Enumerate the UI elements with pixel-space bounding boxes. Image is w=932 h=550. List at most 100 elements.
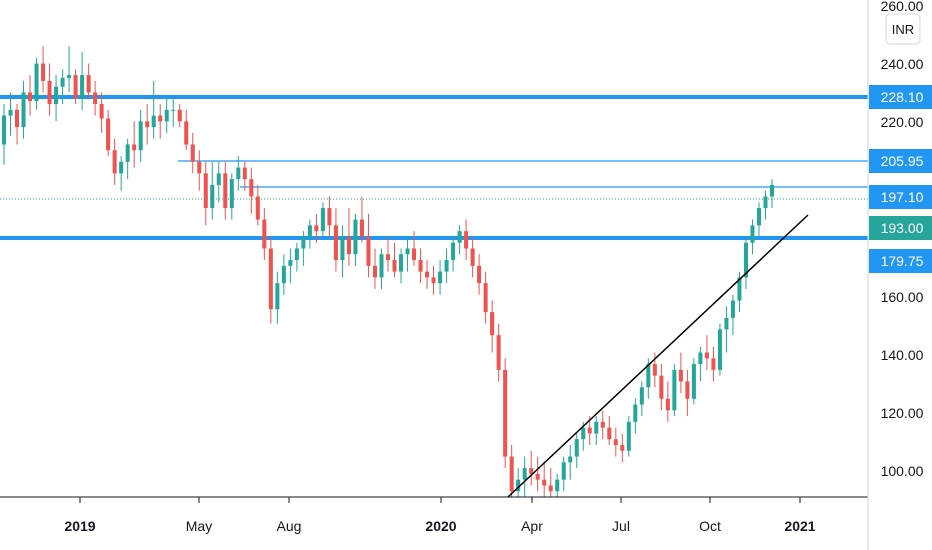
- candle[interactable]: [490, 300, 495, 353]
- candle[interactable]: [535, 456, 540, 492]
- candle[interactable]: [503, 358, 508, 469]
- candle[interactable]: [711, 346, 716, 382]
- candle[interactable]: [93, 80, 98, 116]
- candle[interactable]: [678, 352, 683, 393]
- candle[interactable]: [262, 208, 267, 261]
- candle[interactable]: [542, 462, 547, 497]
- candle[interactable]: [659, 364, 664, 411]
- candle[interactable]: [451, 236, 456, 272]
- candle[interactable]: [184, 109, 189, 151]
- candle[interactable]: [750, 219, 755, 255]
- candle[interactable]: [444, 248, 449, 284]
- candle[interactable]: [730, 294, 735, 336]
- candle[interactable]: [8, 92, 13, 136]
- candle[interactable]: [620, 433, 625, 463]
- candle[interactable]: [516, 468, 521, 497]
- candle[interactable]: [99, 92, 104, 133]
- candle[interactable]: [555, 473, 560, 497]
- candle[interactable]: [425, 260, 430, 289]
- candle[interactable]: [613, 427, 618, 457]
- candle[interactable]: [275, 271, 280, 324]
- candle[interactable]: [138, 109, 143, 162]
- candle[interactable]: [294, 242, 299, 272]
- candle[interactable]: [190, 132, 195, 174]
- candle[interactable]: [665, 381, 670, 422]
- candle[interactable]: [685, 369, 690, 417]
- candle[interactable]: [600, 410, 605, 440]
- candle[interactable]: [464, 219, 469, 261]
- candle[interactable]: [372, 248, 378, 289]
- candle[interactable]: [132, 121, 137, 168]
- candle[interactable]: [1, 104, 7, 165]
- candle[interactable]: [80, 52, 85, 110]
- candle[interactable]: [119, 156, 124, 191]
- candle[interactable]: [21, 80, 26, 139]
- candle[interactable]: [249, 167, 254, 214]
- candle[interactable]: [496, 323, 501, 382]
- candle[interactable]: [704, 335, 709, 370]
- trendline[interactable]: [507, 214, 809, 498]
- candle[interactable]: [340, 225, 345, 278]
- candle[interactable]: [477, 254, 482, 295]
- candle[interactable]: [34, 57, 39, 110]
- candle[interactable]: [398, 248, 404, 284]
- candle[interactable]: [210, 161, 215, 220]
- candle[interactable]: [392, 242, 397, 278]
- candle[interactable]: [737, 271, 742, 313]
- candle[interactable]: [125, 138, 130, 180]
- candle[interactable]: [483, 271, 488, 324]
- candle[interactable]: [470, 236, 475, 278]
- candle[interactable]: [574, 433, 579, 469]
- candle[interactable]: [255, 184, 260, 226]
- candle[interactable]: [301, 231, 306, 266]
- candle[interactable]: [236, 156, 241, 191]
- candle[interactable]: [769, 179, 775, 209]
- candle[interactable]: [112, 138, 117, 185]
- candle[interactable]: [561, 456, 566, 492]
- candle[interactable]: [197, 150, 202, 191]
- candle[interactable]: [106, 109, 111, 157]
- candle[interactable]: [633, 398, 638, 434]
- candle[interactable]: [431, 265, 436, 295]
- candle[interactable]: [14, 104, 20, 145]
- candle[interactable]: [203, 161, 208, 226]
- candle[interactable]: [366, 213, 371, 278]
- candle[interactable]: [626, 416, 631, 457]
- candle[interactable]: [385, 236, 391, 272]
- candle[interactable]: [327, 196, 332, 237]
- candle[interactable]: [457, 225, 462, 255]
- candle[interactable]: [288, 248, 293, 284]
- candle[interactable]: [28, 75, 33, 116]
- candle[interactable]: [405, 236, 410, 272]
- candle[interactable]: [438, 260, 443, 295]
- candle[interactable]: [229, 173, 234, 220]
- candle[interactable]: [756, 202, 762, 237]
- candle[interactable]: [281, 254, 286, 295]
- candle[interactable]: [223, 161, 228, 220]
- candle[interactable]: [41, 46, 46, 93]
- candle[interactable]: [67, 46, 72, 93]
- candle[interactable]: [607, 416, 612, 445]
- candle[interactable]: [594, 416, 599, 445]
- candle[interactable]: [548, 468, 553, 497]
- candle[interactable]: [171, 98, 176, 128]
- candle[interactable]: [164, 98, 169, 133]
- candle[interactable]: [268, 236, 273, 324]
- candle[interactable]: [379, 248, 384, 289]
- candle[interactable]: [412, 231, 417, 266]
- candle[interactable]: [177, 104, 182, 128]
- candle[interactable]: [639, 381, 644, 417]
- candle[interactable]: [242, 161, 247, 191]
- candle[interactable]: [418, 248, 423, 284]
- candle[interactable]: [47, 63, 52, 116]
- currency-badge[interactable]: INR: [885, 13, 921, 45]
- candle[interactable]: [158, 104, 163, 139]
- candle[interactable]: [353, 213, 358, 266]
- candle[interactable]: [359, 196, 364, 243]
- candle[interactable]: [691, 358, 696, 405]
- candle[interactable]: [346, 208, 351, 266]
- candle[interactable]: [672, 364, 677, 417]
- candle[interactable]: [509, 444, 514, 497]
- candle[interactable]: [743, 236, 748, 289]
- candle[interactable]: [73, 69, 78, 105]
